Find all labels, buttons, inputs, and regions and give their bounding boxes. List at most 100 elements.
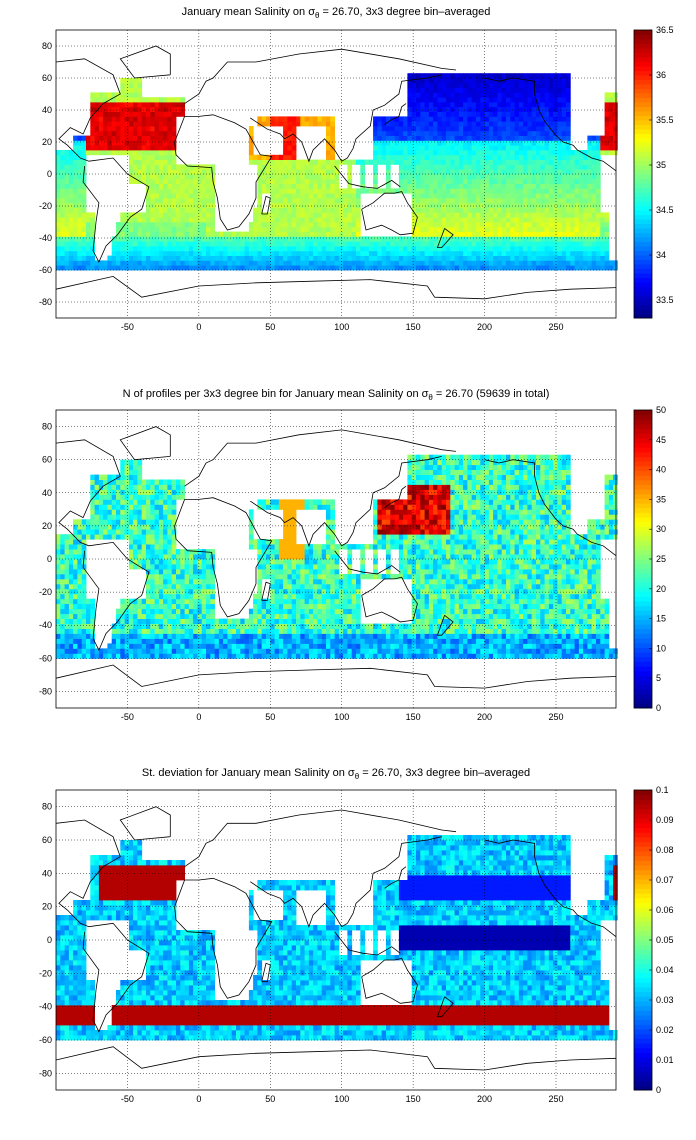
bin-cell xyxy=(330,174,335,180)
bin-cell xyxy=(544,111,550,117)
bin-cell xyxy=(231,241,237,247)
bin-cell xyxy=(253,628,258,634)
bin-cell xyxy=(488,159,494,165)
bin-cell xyxy=(523,159,528,165)
bin-cell xyxy=(287,140,293,146)
bin-cell xyxy=(137,638,143,644)
bin-cell xyxy=(124,121,130,127)
bin-cell xyxy=(454,183,460,189)
bin-cell xyxy=(184,568,190,575)
bin-cell xyxy=(557,212,563,218)
bin-cell xyxy=(103,648,108,654)
bin-cell xyxy=(437,154,443,160)
bin-cell xyxy=(446,188,451,194)
bin-cell xyxy=(471,126,477,132)
bin-cell xyxy=(248,623,254,629)
bin-cell xyxy=(424,140,430,146)
bin-cell xyxy=(428,169,434,175)
bin-cell xyxy=(317,183,323,189)
bin-cell xyxy=(394,116,400,122)
bin-cell xyxy=(266,653,271,659)
bin-cell xyxy=(548,198,554,204)
bin-cell xyxy=(188,231,194,237)
bin-cell xyxy=(398,159,404,165)
bin-cell xyxy=(77,183,83,189)
bin-cell xyxy=(90,653,95,659)
bin-cell xyxy=(330,217,335,223)
bin-cell xyxy=(514,231,520,237)
bin-cell xyxy=(488,193,494,199)
bin-cell xyxy=(330,130,335,136)
bin-cell xyxy=(261,623,267,629)
bin-cell xyxy=(338,212,344,218)
bin-cell xyxy=(94,102,100,108)
bin-cell xyxy=(497,183,503,189)
bin-cell xyxy=(566,82,571,88)
bin-cell xyxy=(184,212,190,218)
bin-cell xyxy=(523,255,528,261)
bin-cell xyxy=(188,217,194,223)
bin-cell xyxy=(274,121,280,127)
bin-cell xyxy=(73,246,78,252)
bin-cell xyxy=(274,212,280,218)
bin-cell xyxy=(416,121,421,127)
bin-cell xyxy=(141,212,147,218)
bin-cell xyxy=(591,193,597,199)
bin-cell xyxy=(116,121,121,127)
bin-cell xyxy=(390,121,395,127)
bin-cell xyxy=(506,130,511,136)
bin-cell xyxy=(137,255,143,261)
bin-cell xyxy=(476,154,481,160)
bin-cell xyxy=(463,121,468,127)
bin-cell xyxy=(506,135,511,141)
y-tick-label: 80 xyxy=(42,41,52,51)
bin-cell xyxy=(68,578,74,585)
bin-cell xyxy=(523,188,528,194)
bin-cell xyxy=(270,633,275,639)
bin-cell xyxy=(296,174,301,180)
bin-cell xyxy=(527,150,533,156)
bin-cell xyxy=(56,169,61,175)
bin-cell xyxy=(77,217,83,223)
colorbar-segment xyxy=(634,313,652,319)
bin-cell xyxy=(137,130,143,136)
bin-cell xyxy=(73,260,78,266)
bin-cell xyxy=(210,222,215,228)
bin-cell xyxy=(257,638,263,644)
bin-cell xyxy=(578,193,584,199)
bin-cell xyxy=(68,193,74,199)
bin-cell xyxy=(133,628,138,634)
bin-cell xyxy=(56,588,61,595)
bin-cell xyxy=(60,618,65,624)
bin-cell xyxy=(244,241,250,247)
bin-cell xyxy=(428,198,434,204)
bin-cell xyxy=(158,140,164,146)
bin-cell xyxy=(146,246,151,252)
bin-cell xyxy=(193,564,198,570)
bin-cell xyxy=(270,116,275,122)
bin-cell xyxy=(141,217,147,223)
bin-cell xyxy=(261,217,267,223)
bin-cell xyxy=(120,231,125,237)
bin-cell xyxy=(561,140,567,146)
bin-cell xyxy=(351,265,357,271)
bin-cell xyxy=(561,207,567,213)
bin-cell xyxy=(154,529,160,535)
bin-cell xyxy=(167,608,173,615)
bin-cell xyxy=(180,188,185,194)
bin-cell xyxy=(458,92,464,98)
bin-cell xyxy=(446,111,451,117)
bin-cell xyxy=(150,255,155,261)
bin-cell xyxy=(278,250,284,256)
bin-cell xyxy=(420,73,425,79)
bin-cell xyxy=(351,250,357,256)
bin-cell xyxy=(381,121,387,127)
colorbar-segment xyxy=(634,39,652,44)
bin-cell xyxy=(98,504,104,510)
bin-cell xyxy=(150,164,155,170)
colorbar-segment xyxy=(634,52,652,58)
bin-cell xyxy=(137,603,143,610)
bin-cell xyxy=(518,150,524,156)
bin-cell xyxy=(94,534,100,540)
bin-cell xyxy=(137,260,143,266)
